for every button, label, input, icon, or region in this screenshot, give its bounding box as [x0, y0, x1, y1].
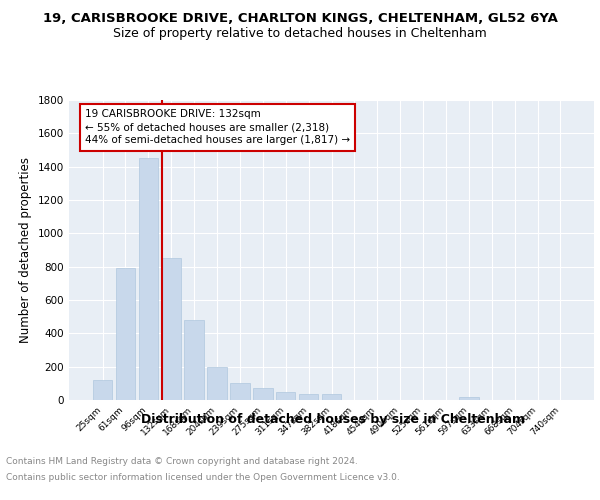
Bar — [230, 382, 250, 400]
Bar — [322, 394, 341, 400]
Text: 19, CARISBROOKE DRIVE, CHARLTON KINGS, CHELTENHAM, GL52 6YA: 19, CARISBROOKE DRIVE, CHARLTON KINGS, C… — [43, 12, 557, 26]
Text: 19 CARISBROOKE DRIVE: 132sqm
← 55% of detached houses are smaller (2,318)
44% of: 19 CARISBROOKE DRIVE: 132sqm ← 55% of de… — [85, 109, 350, 146]
Bar — [276, 392, 295, 400]
Text: Size of property relative to detached houses in Cheltenham: Size of property relative to detached ho… — [113, 28, 487, 40]
Bar — [116, 268, 135, 400]
Y-axis label: Number of detached properties: Number of detached properties — [19, 157, 32, 343]
Bar — [208, 366, 227, 400]
Bar — [459, 396, 479, 400]
Bar — [184, 320, 204, 400]
Text: Contains public sector information licensed under the Open Government Licence v3: Contains public sector information licen… — [6, 472, 400, 482]
Bar — [161, 258, 181, 400]
Text: Contains HM Land Registry data © Crown copyright and database right 2024.: Contains HM Land Registry data © Crown c… — [6, 458, 358, 466]
Bar — [93, 380, 112, 400]
Bar — [139, 158, 158, 400]
Text: Distribution of detached houses by size in Cheltenham: Distribution of detached houses by size … — [141, 412, 525, 426]
Bar — [299, 394, 319, 400]
Bar — [253, 388, 272, 400]
